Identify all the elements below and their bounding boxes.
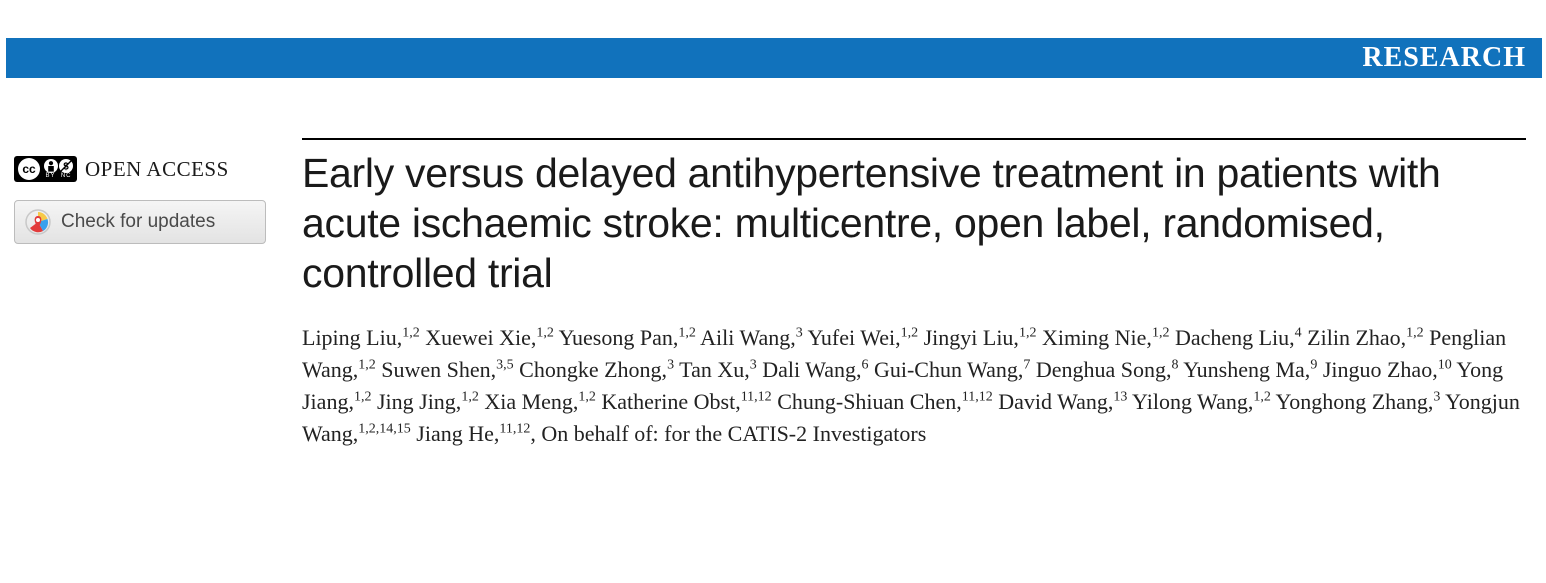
cc-license-icon: cc $ BY NC: [14, 156, 77, 182]
section-banner: RESEARCH: [6, 38, 1542, 78]
open-access-label: OPEN ACCESS: [85, 157, 229, 182]
sidebar: cc $ BY NC OPEN ACCESS: [14, 156, 278, 244]
open-access-badge: cc $ BY NC OPEN ACCESS: [14, 156, 278, 182]
crossmark-icon: [25, 209, 51, 235]
cc-sub-label: BY NC: [45, 173, 71, 179]
title-rule: [302, 138, 1526, 140]
author-list: Liping Liu,1,2 Xuewei Xie,1,2 Yuesong Pa…: [302, 322, 1526, 450]
cc-nc-icon: $: [59, 159, 73, 173]
article-header: Early versus delayed antihypertensive tr…: [302, 138, 1526, 450]
check-updates-label: Check for updates: [61, 211, 215, 233]
check-updates-button[interactable]: Check for updates: [14, 200, 266, 244]
article-title: Early versus delayed antihypertensive tr…: [302, 148, 1526, 298]
cc-by-icon: [44, 159, 58, 173]
section-label: RESEARCH: [1362, 42, 1526, 74]
cc-icon: cc: [18, 158, 40, 180]
